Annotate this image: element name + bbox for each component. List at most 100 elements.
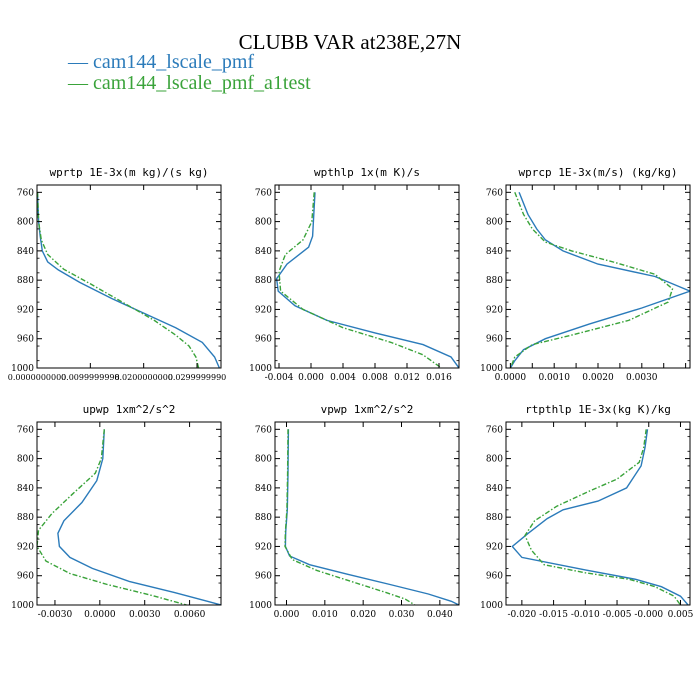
panel-3: wprcp 1E-3x(m/s) (kg/kg) 760 800 840 880 920 9… — [480, 166, 691, 383]
y-tick-label: 960 — [17, 572, 34, 582]
x-tick-label: -0.010 — [571, 610, 600, 620]
y-tick-label: 920 — [486, 305, 503, 315]
series-line-pmf-a1test — [37, 192, 200, 368]
x-tick-label: -0.000 — [634, 610, 663, 620]
panel-title: vpwp 1xm^2/s^2 — [321, 403, 414, 416]
y-tick-label: 800 — [255, 218, 272, 228]
y-tick-label: 920 — [255, 542, 272, 552]
panel-title: rtpthlp 1E-3x(kg K)/kg — [525, 403, 671, 416]
y-tick-label: 960 — [486, 572, 503, 582]
y-tick-label: 840 — [486, 247, 503, 257]
x-tick-label: 0.012 — [394, 373, 420, 383]
y-tick-label: 960 — [486, 335, 503, 345]
y-tick-label: 1000 — [11, 601, 34, 611]
x-tick-label: 0.020 — [350, 610, 376, 620]
x-tick-label: 0.0030 — [129, 610, 161, 620]
y-tick-label: 840 — [255, 484, 272, 494]
x-tick-label: -0.005 — [603, 610, 632, 620]
y-tick-label: 1000 — [249, 364, 272, 374]
y-tick-label: 880 — [486, 513, 503, 523]
x-tick-label: 0.0060 — [174, 610, 206, 620]
series-line-pmf — [511, 429, 689, 605]
plot-frame — [36, 184, 222, 369]
y-tick-label: 1000 — [480, 601, 503, 611]
series-line-pmf-a1test — [524, 429, 682, 605]
y-tick-label: 800 — [486, 455, 503, 465]
x-tick-label: 0.0200000000 — [114, 373, 173, 382]
series-line-pmf — [509, 192, 690, 368]
x-tick-label: 0.0000 — [84, 610, 116, 620]
figure-title: CLUBB VAR at238E,27N — [238, 30, 462, 54]
y-tick-label: 1000 — [11, 364, 34, 374]
panel-6: rtpthlp 1E-3x(kg K)/kg 760 800 840 880 920 960… — [480, 403, 694, 620]
y-tick-label: 840 — [17, 484, 34, 494]
x-tick-label: -0.0030 — [38, 610, 73, 620]
y-tick-label: 960 — [17, 335, 34, 345]
plot-frame — [274, 421, 460, 606]
plot-frame — [505, 184, 691, 369]
panel-4: upwp 1xm^2/s^2 760 800 840 880 920 960 1000 -0.0… — [11, 403, 222, 620]
x-tick-label: 0.040 — [427, 610, 453, 620]
y-tick-label: 840 — [17, 247, 34, 257]
y-tick-label: 800 — [17, 455, 34, 465]
x-tick-label: 0.008 — [362, 373, 388, 383]
y-tick-label: 960 — [255, 572, 272, 582]
series-line-pmf — [275, 192, 459, 368]
y-tick-label: 880 — [255, 513, 272, 523]
x-tick-label: 0.030 — [389, 610, 415, 620]
y-tick-label: 920 — [17, 305, 34, 315]
plot-frame — [36, 421, 222, 606]
series-line-pmf — [284, 429, 459, 605]
panel-2: wpthlp 1x(m K)/s 760 800 840 880 920 960 1000-0… — [249, 166, 460, 383]
y-tick-label: 880 — [255, 276, 272, 286]
series-line-pmf-a1test — [37, 429, 187, 605]
y-tick-label: 800 — [486, 218, 503, 228]
x-tick-label: -0.015 — [539, 610, 568, 620]
panel-title: wprtp 1E-3x(m kg)/(s kg) — [50, 166, 209, 179]
y-tick-label: 960 — [255, 335, 272, 345]
plot-frame — [505, 421, 691, 606]
y-tick-label: 880 — [17, 276, 34, 286]
series-line-pmf — [37, 192, 221, 368]
x-tick-label: -0.004 — [265, 373, 294, 383]
y-tick-label: 800 — [17, 218, 34, 228]
y-tick-label: 760 — [486, 425, 503, 435]
series-line-pmf-a1test — [509, 192, 674, 368]
series-line-pmf-a1test — [278, 192, 442, 368]
x-tick-label: 0.010 — [312, 610, 338, 620]
panel-5: vpwp 1xm^2/s^2 760 800 840 880 920 960 10000.00… — [249, 403, 460, 620]
panel-title: upwp 1xm^2/s^2 — [83, 403, 176, 416]
y-tick-label: 760 — [17, 188, 34, 198]
x-tick-label: 0.000 — [298, 373, 324, 383]
y-tick-label: 1000 — [480, 364, 503, 374]
legend-entry-pmf-a1test: — cam144_lscale_pmf_a1test — [68, 72, 311, 94]
series-line-pmf-a1test — [284, 429, 416, 605]
x-tick-label: 0.0000000000 — [8, 373, 67, 382]
y-tick-label: 760 — [255, 425, 272, 435]
x-tick-label: 0.016 — [426, 373, 452, 383]
panel-title: wprcp 1E-3x(m/s) (kg/kg) — [519, 166, 678, 179]
y-tick-label: 760 — [255, 188, 272, 198]
y-tick-label: 840 — [486, 484, 503, 494]
y-tick-label: 800 — [255, 455, 272, 465]
x-tick-label: -0.020 — [507, 610, 536, 620]
y-tick-label: 760 — [17, 425, 34, 435]
legend-entry-pmf: — cam144_lscale_pmf — [68, 51, 255, 73]
y-tick-label: 880 — [17, 513, 34, 523]
x-tick-label: 0.0099999998 — [61, 373, 120, 382]
x-tick-label: 0.0020 — [582, 373, 614, 383]
x-tick-label: 0.005 — [668, 610, 694, 620]
panel-1: wprtp 1E-3x(m kg)/(s kg) 760 800 840 880 920 9… — [8, 166, 227, 382]
y-tick-label: 920 — [255, 305, 272, 315]
y-tick-label: 920 — [486, 542, 503, 552]
x-tick-label: 0.0000 — [495, 373, 527, 383]
panel-title: wpthlp 1x(m K)/s — [314, 166, 420, 179]
series-line-pmf — [57, 429, 221, 605]
y-tick-label: 880 — [486, 276, 503, 286]
plot-frame — [274, 184, 460, 369]
y-tick-label: 840 — [255, 247, 272, 257]
x-tick-label: 0.004 — [330, 373, 356, 383]
x-tick-label: 0.0299999990 — [168, 373, 227, 382]
y-tick-label: 920 — [17, 542, 34, 552]
y-tick-label: 760 — [486, 188, 503, 198]
